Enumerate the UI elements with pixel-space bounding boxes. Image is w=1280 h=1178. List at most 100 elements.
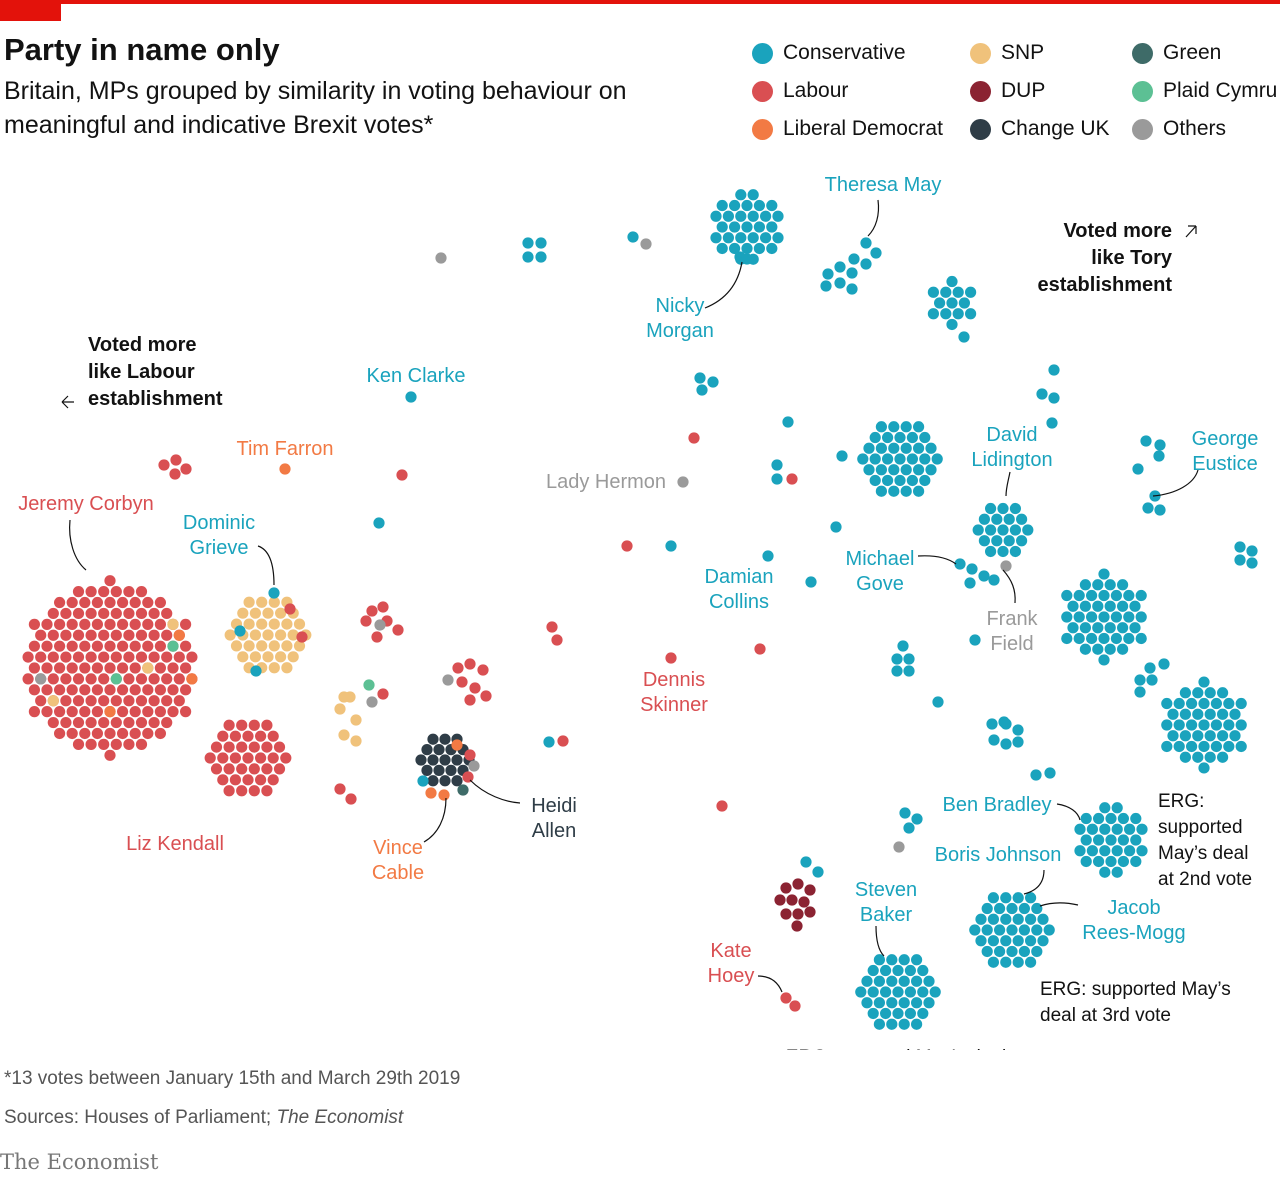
mp-dot <box>154 684 166 696</box>
mp-dot <box>1074 845 1086 857</box>
mp-dot <box>1099 845 1111 857</box>
mp-dot <box>281 662 293 674</box>
mp-dot <box>1025 913 1037 925</box>
mp-dot <box>104 749 116 761</box>
mp-dot <box>123 586 135 598</box>
legend-swatch <box>1132 118 1153 140</box>
leader-line <box>875 925 885 957</box>
mp-dot <box>1104 579 1116 591</box>
mp-dot <box>913 421 925 433</box>
mp-dot <box>867 986 879 998</box>
mp-dot <box>161 695 173 707</box>
mp-dot <box>991 535 1003 547</box>
mp-dot <box>900 442 912 454</box>
mp-dot <box>903 665 915 677</box>
mp-dot <box>899 807 911 819</box>
mp-dot <box>204 752 216 764</box>
mp-dot <box>710 232 722 244</box>
mp-label-liz-kendall: Liz Kendall <box>126 833 224 855</box>
mp-dot <box>161 607 173 620</box>
mp-dot <box>546 621 558 633</box>
mp-dot <box>129 684 141 696</box>
mp-dot <box>1104 600 1116 612</box>
mp-dot <box>1105 834 1117 846</box>
mp-dot <box>886 954 898 966</box>
mp-dot <box>923 975 935 987</box>
mp-dot <box>900 485 912 497</box>
mp-dot <box>1110 589 1122 602</box>
group-label-erg-2nd-vote: at 2nd vote <box>1158 869 1252 890</box>
mp-dot <box>898 1018 910 1030</box>
mp-dot <box>927 286 940 298</box>
mp-dot <box>861 997 873 1009</box>
mp-dot <box>405 391 417 403</box>
mp-dot <box>1092 600 1104 612</box>
mp-dot <box>1154 439 1166 451</box>
mp-dot <box>373 517 385 529</box>
mp-dot <box>72 586 85 598</box>
mp-dot <box>261 719 273 731</box>
mp-dot <box>1012 956 1024 968</box>
mp-label-tim-farron: Tim Farron <box>236 438 333 460</box>
legend: Conservative SNP Green Labour DUP Plaid … <box>752 36 1280 154</box>
mp-dot <box>1067 622 1079 634</box>
mp-dot <box>1086 823 1098 835</box>
mp-dot <box>98 607 110 620</box>
mp-dot <box>978 570 990 582</box>
mp-dot <box>972 524 984 536</box>
mp-dot <box>186 651 198 663</box>
mp-dot <box>85 738 97 750</box>
mp-dot <box>135 673 148 685</box>
mp-label-damian-collins: Damian <box>705 566 774 588</box>
mp-dot <box>1111 866 1123 878</box>
mp-dot <box>173 695 185 707</box>
mp-dot <box>129 618 141 630</box>
mp-dot <box>1012 913 1024 925</box>
mp-dot <box>28 684 40 696</box>
mp-dot <box>1018 902 1030 915</box>
mp-dot <box>716 199 728 212</box>
mp-dot <box>79 706 91 718</box>
mp-dot <box>237 651 249 663</box>
mp-dot <box>129 640 141 652</box>
mp-dot <box>262 651 274 663</box>
mp-dot <box>445 764 457 776</box>
mp-dot <box>104 727 116 740</box>
mp-dot <box>1217 751 1229 763</box>
legend-item-labour: Labour <box>752 74 848 108</box>
mp-dot <box>975 935 987 947</box>
group-label-erg-2nd-vote: ERG: <box>1158 791 1204 812</box>
mp-dot <box>716 242 728 255</box>
mp-dot <box>104 575 116 587</box>
mp-dot <box>47 629 59 641</box>
mp-label-dennis-skinner: Dennis <box>643 669 705 691</box>
mp-dot <box>1000 892 1012 904</box>
mp-dot <box>236 719 248 731</box>
mp-dot <box>66 640 78 652</box>
mp-dot <box>334 703 346 715</box>
mp-dot <box>1135 611 1147 623</box>
legend-item-change-uk: Change UK <box>970 112 1110 146</box>
mp-dot <box>1009 545 1022 558</box>
mp-dot <box>1093 812 1105 825</box>
mp-dot <box>981 902 993 915</box>
mp-dot <box>1031 902 1043 915</box>
mp-dot <box>1098 589 1110 602</box>
mp-dot <box>1117 600 1129 612</box>
mp-label-dominic-grieve: Grieve <box>190 537 249 559</box>
mp-dot <box>47 651 59 663</box>
mp-dot <box>1098 611 1110 623</box>
mp-dot <box>1142 502 1154 514</box>
mp-dot <box>54 640 66 652</box>
mp-dot <box>875 485 888 497</box>
mp-dot <box>54 684 66 696</box>
mp-dot <box>366 696 378 708</box>
mp-dot <box>1117 855 1129 868</box>
chart-title: Party in name only <box>4 32 280 67</box>
mp-dot <box>954 558 966 570</box>
mp-dot <box>1186 697 1198 710</box>
mp-label-steven-baker: Steven <box>855 879 917 901</box>
mp-dot <box>180 640 192 652</box>
mp-dot <box>886 997 898 1009</box>
mp-dot <box>677 476 689 488</box>
